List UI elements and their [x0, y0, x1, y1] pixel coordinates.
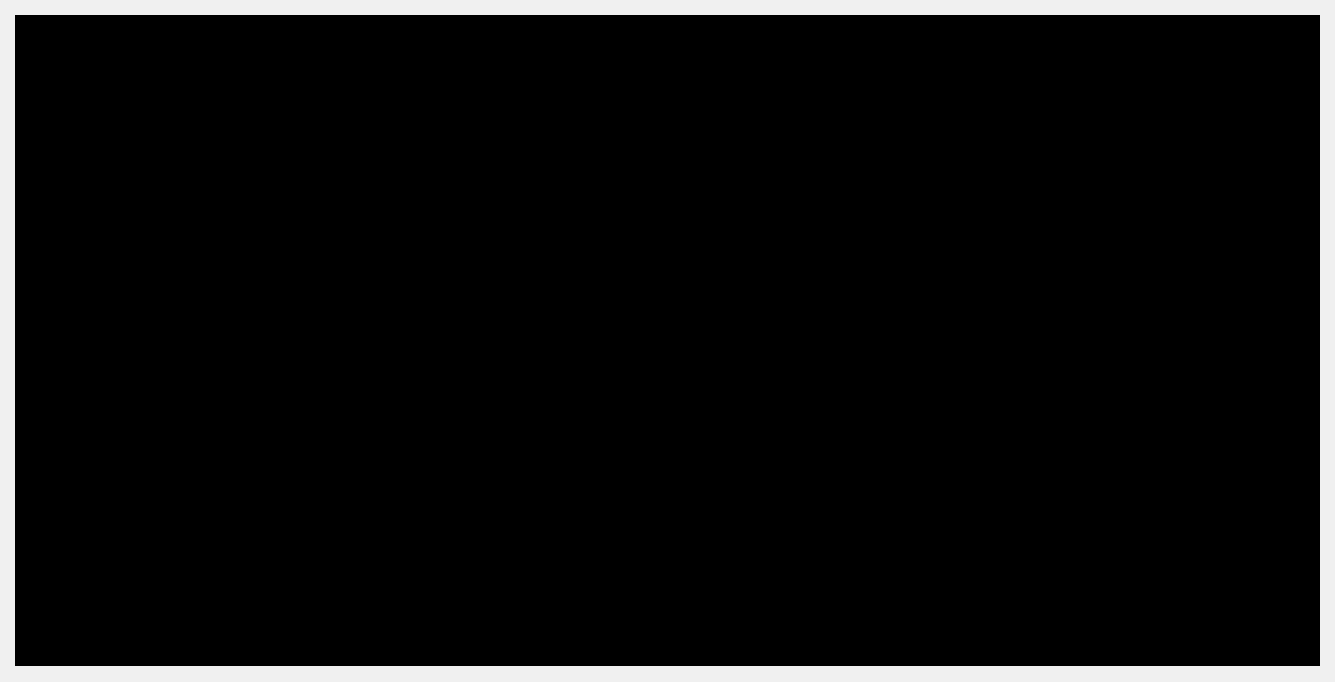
word-cloud [15, 15, 1320, 666]
word-cloud-canvas [15, 15, 1320, 666]
